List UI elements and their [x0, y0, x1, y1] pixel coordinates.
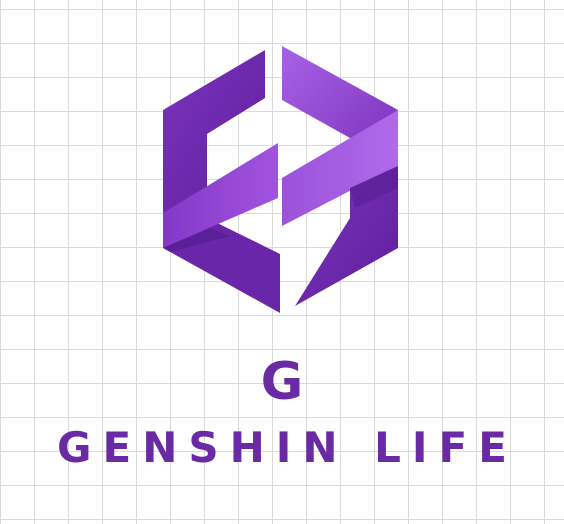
hexagon-right-band-shadow — [350, 166, 398, 208]
brand-name: GENSHIN LIFE — [57, 423, 518, 472]
logo-letter: G — [260, 352, 304, 412]
hexagon-right-band — [282, 110, 398, 226]
hexagon-right-lower-facet — [295, 166, 398, 306]
hexagon-left-band-shadow — [163, 228, 230, 252]
hexagon-swirl-icon — [163, 46, 398, 313]
hexagon-left-upper-facet — [163, 50, 265, 213]
hexagon-left-band — [163, 143, 278, 248]
